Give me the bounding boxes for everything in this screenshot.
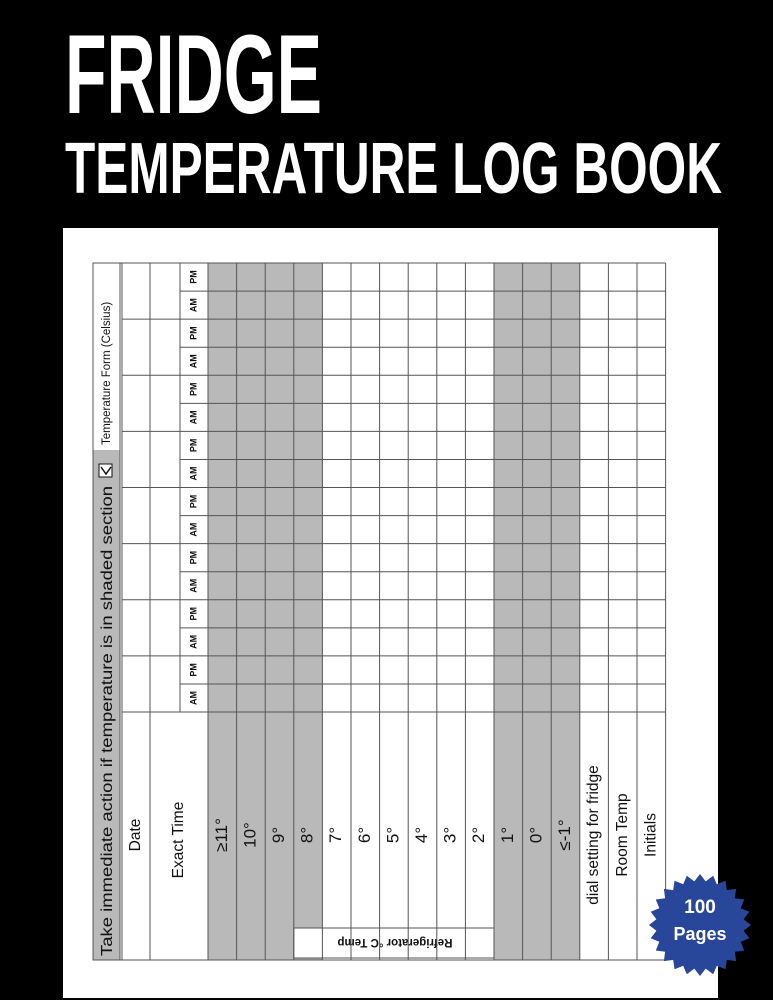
shaded-column <box>293 263 323 960</box>
row-label: 1° <box>498 827 517 843</box>
time-label: PM <box>188 326 198 340</box>
title: FRIDGE <box>65 12 322 137</box>
form-label: Temperature Form (Celsius) <box>101 302 113 445</box>
time-label: AM <box>188 354 198 368</box>
badge-number: 100 <box>684 897 716 918</box>
time-label: AM <box>188 466 198 480</box>
shaded-column <box>265 263 294 960</box>
row-label: 9° <box>269 827 288 843</box>
time-label: AM <box>188 410 198 424</box>
row-label: 10° <box>240 822 259 848</box>
time-label: PM <box>188 551 198 565</box>
time-label: AM <box>188 523 198 537</box>
instruction: Take immediate action if temperature is … <box>99 486 116 956</box>
shaded-column <box>551 263 580 960</box>
row-label: Date <box>127 819 144 852</box>
badge-text: Pages <box>673 924 726 944</box>
shaded-column <box>208 263 237 960</box>
time-label: PM <box>188 439 198 453</box>
time-label: PM <box>188 270 198 284</box>
time-label: PM <box>188 495 198 509</box>
instruction-strip <box>93 450 120 960</box>
row-label: 2° <box>469 827 488 843</box>
log-form: Take immediate action if temperature is … <box>92 262 667 961</box>
row-label: 5° <box>383 827 402 843</box>
row-label: 8° <box>298 827 317 843</box>
shaded-column <box>494 263 523 960</box>
time-label: PM <box>188 607 198 621</box>
checkmark <box>100 466 112 476</box>
time-label: AM <box>188 579 198 593</box>
row-label: ≥11° <box>212 818 231 852</box>
shaded-column <box>236 263 266 960</box>
row-label: ≤-1° <box>555 819 574 850</box>
row-label: dial setting for fridge <box>585 765 602 905</box>
badge-star <box>649 874 751 976</box>
time-label: PM <box>188 663 198 677</box>
badge: 100 Pages <box>649 874 751 976</box>
row-label: 4° <box>412 827 431 843</box>
sheet <box>63 228 718 998</box>
time-label: AM <box>188 298 198 312</box>
time-label: AM <box>188 691 198 705</box>
row-label: 0° <box>526 827 545 843</box>
row-label: Room Temp <box>614 793 631 876</box>
group-label: Refrigerator °C Temp <box>338 936 453 948</box>
shaded-column <box>522 263 552 960</box>
checkbox <box>98 463 113 478</box>
row-label: 6° <box>355 827 374 843</box>
time-label: PM <box>188 383 198 397</box>
row-label: 7° <box>326 827 345 843</box>
time-label: AM <box>188 635 198 649</box>
row-label: Exact Time <box>170 802 187 879</box>
row-label: 3° <box>441 827 460 843</box>
row-label: Initials <box>642 813 659 857</box>
subtitle: TEMPERATURE LOG BOOK <box>65 129 722 209</box>
